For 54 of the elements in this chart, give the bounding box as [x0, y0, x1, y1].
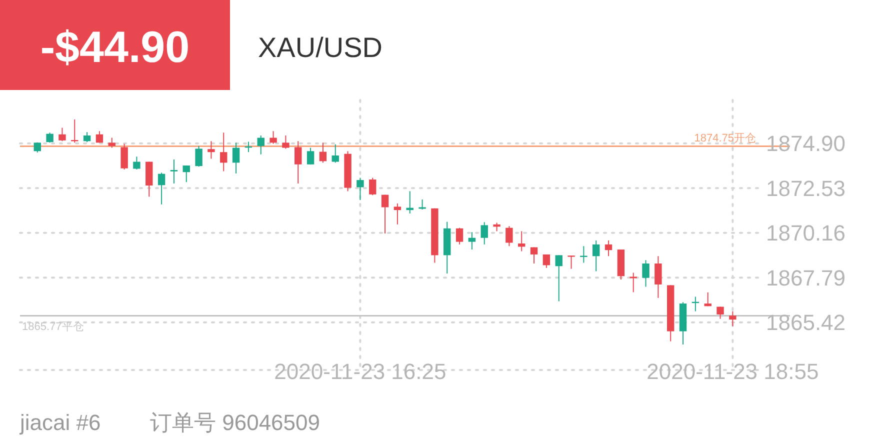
x-tick-label: 2020-11-23 18:55 [646, 359, 819, 384]
candlestick [270, 130, 277, 144]
candlestick [282, 134, 290, 150]
candlestick [555, 254, 562, 302]
candlestick [319, 142, 327, 164]
candlestick [120, 143, 128, 170]
candlestick [294, 140, 302, 184]
chart-title: XAU/USD [258, 32, 382, 63]
candlestick [394, 202, 402, 225]
candlestick [195, 146, 202, 168]
candlestick [46, 132, 54, 144]
candlestick [506, 226, 513, 247]
candlestick [456, 227, 464, 245]
candlestick [369, 177, 376, 196]
candlestick [58, 127, 66, 142]
candlestick [220, 132, 228, 172]
ref-line-label: 1874.75开仓 [694, 132, 756, 144]
candlestick [604, 240, 612, 257]
candlestick [530, 246, 538, 264]
ref-line-label: 1865.77平仓 [22, 320, 84, 333]
candlestick [542, 254, 550, 268]
candlestick [182, 165, 190, 183]
candlestick [257, 134, 264, 155]
y-tick-label: 1874.90 [766, 131, 846, 156]
candlestick [108, 137, 116, 148]
y-tick-label: 1870.16 [766, 220, 846, 246]
candlestick [170, 158, 178, 184]
y-tick-label: 1865.42 [766, 310, 846, 336]
candlestick [518, 230, 526, 252]
candlestick [133, 156, 140, 170]
candlestick [158, 172, 166, 205]
candlestick [381, 194, 389, 234]
candlestick [716, 306, 724, 320]
candlestick [208, 140, 215, 160]
candlestick [630, 272, 637, 293]
text: 订单号 96046509 [150, 410, 320, 435]
candlestick [306, 147, 314, 165]
candlestick [468, 232, 476, 250]
candlestick [332, 144, 339, 164]
text: -$44.90 [40, 23, 190, 72]
candlestick [146, 161, 153, 198]
candlestick [704, 292, 712, 307]
candlestick [592, 240, 600, 272]
text: jiacai #6 [19, 410, 101, 435]
candlestick [654, 256, 662, 298]
candlestick [568, 255, 575, 270]
x-tick-label: 2020-11-23 16:25 [274, 359, 446, 384]
y-tick-label: 1872.53 [766, 176, 846, 201]
y-tick-label: 1867.79 [766, 265, 846, 290]
candlestick [232, 142, 240, 174]
candlestick [642, 260, 650, 288]
candlestick [480, 222, 488, 245]
candlestick [418, 199, 426, 210]
candlestick [83, 132, 91, 143]
